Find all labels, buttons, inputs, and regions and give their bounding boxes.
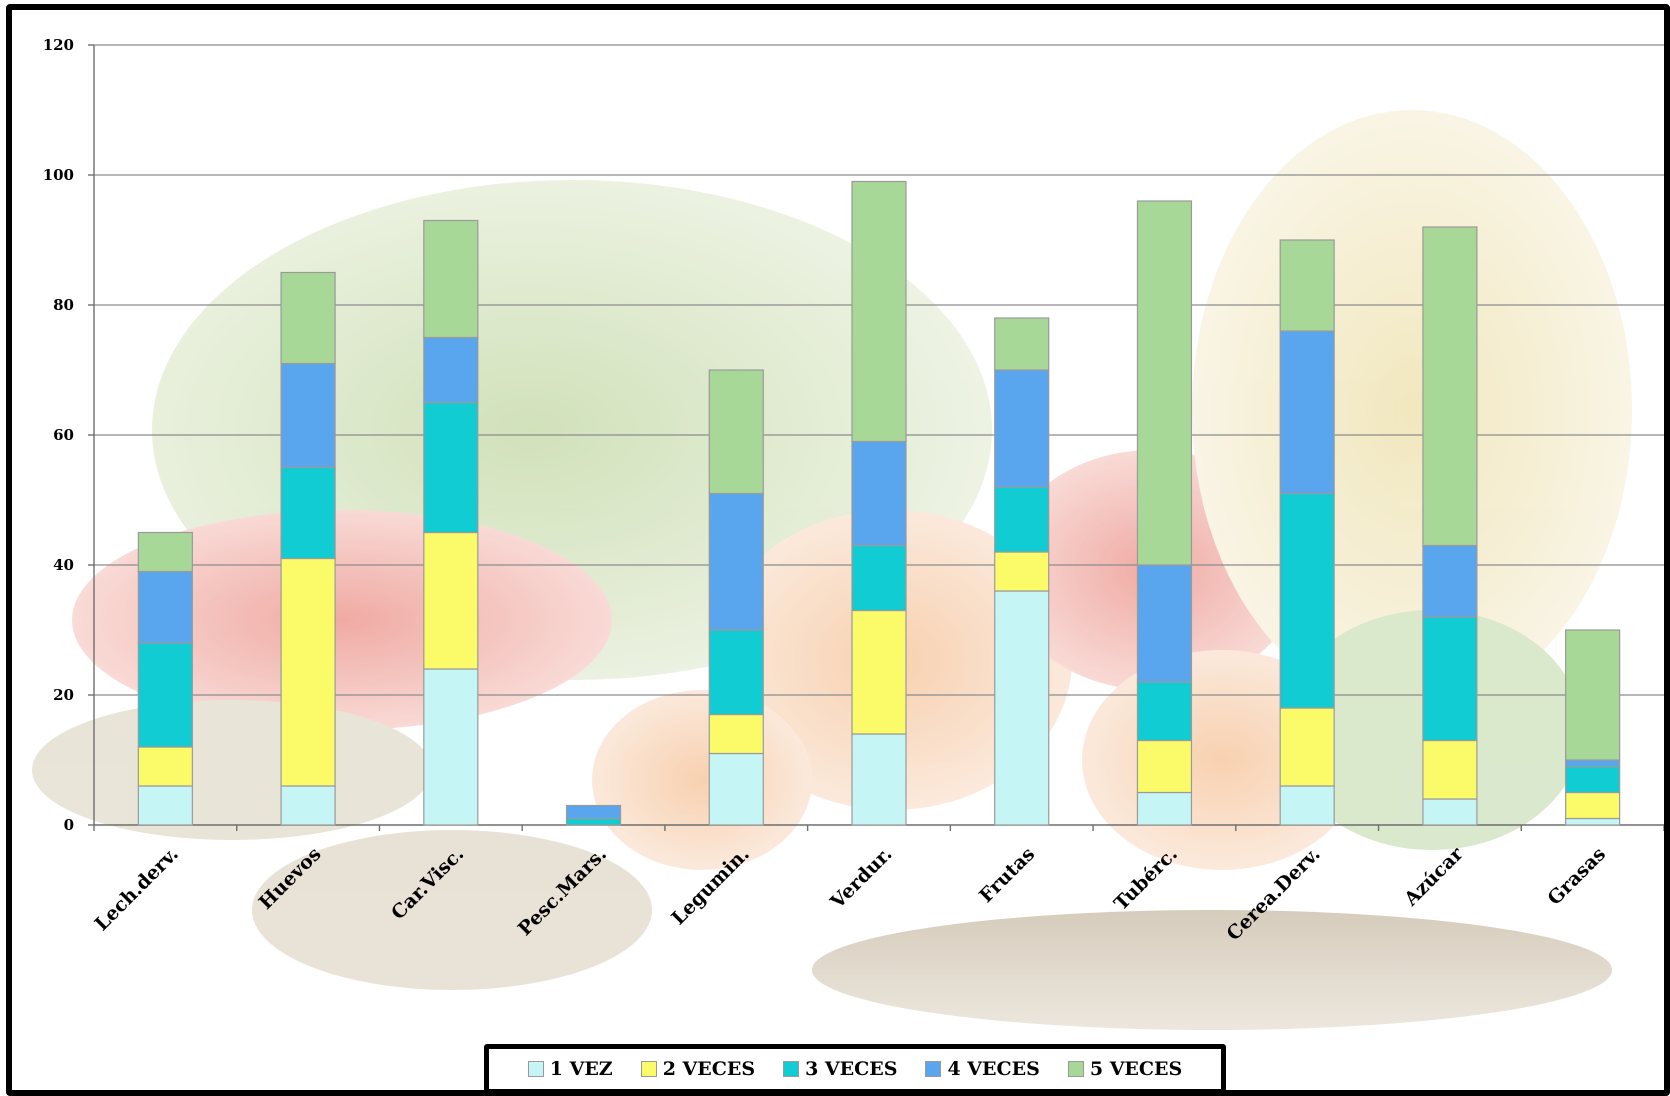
bar-segment (280, 785, 336, 826)
x-category-label: Azúcar (1399, 842, 1468, 911)
legend-swatch (925, 1061, 942, 1077)
bar-segment (994, 551, 1050, 592)
bar-segment (423, 668, 479, 826)
bar-segment (280, 271, 336, 365)
bar-segment (565, 817, 622, 826)
legend-item: 2 VECES (640, 1058, 756, 1080)
y-tick-label: 100 (43, 166, 74, 184)
bar-segment (1279, 492, 1335, 709)
bar-segment (851, 609, 907, 735)
bar-segment (994, 590, 1050, 826)
x-category-label: Grasas (1544, 843, 1611, 910)
bar-segment (1422, 616, 1478, 742)
bar-segment (708, 492, 764, 631)
bar-segment (423, 401, 479, 534)
bar-segment (1279, 707, 1335, 787)
legend-label: 5 VECES (1089, 1058, 1183, 1080)
bar-segment (280, 557, 336, 787)
y-tick-label: 120 (43, 36, 74, 54)
y-tick-label: 0 (64, 816, 74, 834)
legend: 1 VEZ 2 VECES 3 VECES 4 VECES 5 VECES (484, 1044, 1226, 1090)
bar-segment (1279, 785, 1335, 826)
bar-segment (994, 369, 1050, 488)
chart-frame: 0 20 40 60 80 100 120 Lech.derv. Huevos Car.Visc… (6, 4, 1670, 1096)
bar-segment (708, 369, 764, 495)
bar-segment (708, 713, 764, 755)
bar-segment (851, 733, 907, 826)
bar-segment (1565, 629, 1621, 761)
bar-segment (1279, 239, 1335, 332)
bar-segment (1136, 564, 1193, 683)
bar-segment (137, 642, 193, 748)
bar-segment (423, 336, 479, 404)
legend-label: 4 VECES (947, 1058, 1040, 1080)
y-tick-label: 80 (53, 296, 74, 314)
x-category-label: Tubérc. (1110, 843, 1182, 915)
bar-segment (1136, 200, 1193, 566)
bar-segment (280, 362, 336, 469)
y-tick-label: 60 (53, 426, 74, 444)
bars (137, 180, 1621, 826)
legend-item: 5 VECES (1067, 1058, 1183, 1080)
bar-segment (1565, 817, 1621, 826)
y-tick-label: 40 (53, 556, 74, 574)
bar-segment (137, 746, 193, 787)
bar-segment (994, 317, 1050, 371)
legend-label: 3 VECES (805, 1058, 898, 1080)
x-category-label: Verdur. (826, 843, 897, 914)
legend-swatch (527, 1061, 544, 1077)
bar-segment (423, 531, 479, 670)
y-tick-label: 20 (53, 686, 74, 704)
bar-segment (1279, 330, 1335, 495)
legend-item: 4 VECES (925, 1058, 1040, 1080)
legend-item: 3 VECES (783, 1058, 897, 1080)
bar-segment (423, 219, 479, 339)
legend-item: 1 VEZ (527, 1058, 613, 1080)
bar-segment (1422, 226, 1478, 547)
legend-swatch (783, 1061, 800, 1077)
bar-segment (1422, 739, 1478, 800)
bar-segment (1422, 544, 1478, 618)
bar-segment (851, 180, 907, 443)
x-category-label: Frutas (975, 843, 1039, 907)
bar-segment (280, 466, 336, 560)
legend-swatch (1067, 1061, 1084, 1077)
bar-segment (137, 531, 193, 573)
bar-segment (565, 804, 622, 820)
bar-segment (1565, 765, 1621, 794)
bar-segment (708, 752, 764, 826)
legend-label: 1 VEZ (549, 1058, 613, 1080)
bar-segment (851, 544, 907, 612)
bar-segment (1565, 759, 1621, 768)
legend-swatch (640, 1061, 657, 1077)
bar-segment (851, 440, 907, 547)
y-tick-labels: 0 20 40 60 80 100 120 (43, 36, 74, 834)
bar-segment (1136, 681, 1193, 742)
bar-segment (994, 486, 1050, 553)
bar-segment (137, 570, 193, 644)
bar-segment (1136, 739, 1193, 794)
legend-label: 2 VECES (662, 1058, 756, 1080)
bar-segment (137, 785, 193, 826)
x-category-label: Lech.derv. (91, 843, 183, 935)
bar-segment (1565, 791, 1621, 820)
bar-segment (1136, 791, 1193, 826)
bar-segment (708, 629, 764, 716)
bar-segment (1422, 798, 1478, 826)
